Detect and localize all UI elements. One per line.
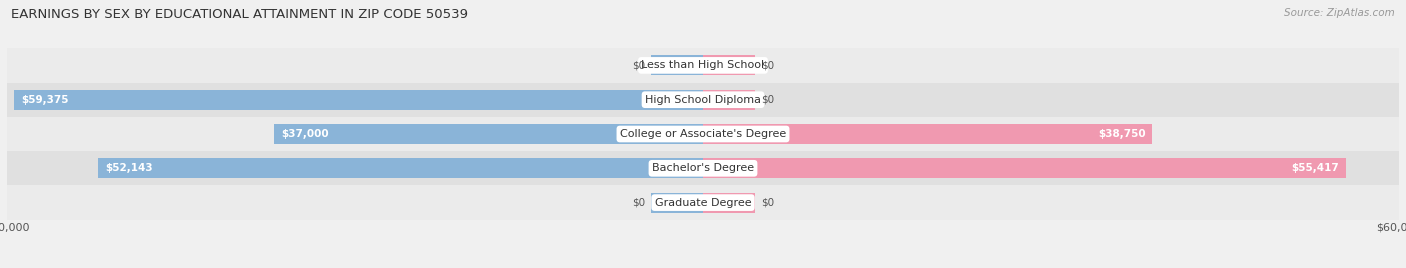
Text: $0: $0 <box>761 95 775 105</box>
Text: High School Diploma: High School Diploma <box>645 95 761 105</box>
Text: $0: $0 <box>761 60 775 70</box>
Text: $37,000: $37,000 <box>281 129 329 139</box>
Bar <box>7 48 1399 83</box>
Text: Bachelor's Degree: Bachelor's Degree <box>652 163 754 173</box>
Bar <box>7 185 1399 220</box>
Text: $55,417: $55,417 <box>1291 163 1339 173</box>
Text: $38,750: $38,750 <box>1098 129 1146 139</box>
Bar <box>7 117 1399 151</box>
Text: $0: $0 <box>631 60 645 70</box>
Bar <box>703 193 755 213</box>
Text: Less than High School: Less than High School <box>641 60 765 70</box>
Text: $59,375: $59,375 <box>21 95 69 105</box>
Bar <box>703 158 1346 178</box>
Text: $0: $0 <box>761 198 775 208</box>
Text: $0: $0 <box>631 198 645 208</box>
Text: Source: ZipAtlas.com: Source: ZipAtlas.com <box>1284 8 1395 18</box>
Bar <box>703 55 755 75</box>
Bar <box>274 124 703 144</box>
Bar <box>98 158 703 178</box>
Bar <box>7 151 1399 185</box>
Bar <box>651 55 703 75</box>
Bar <box>703 90 755 110</box>
Text: Graduate Degree: Graduate Degree <box>655 198 751 208</box>
Text: EARNINGS BY SEX BY EDUCATIONAL ATTAINMENT IN ZIP CODE 50539: EARNINGS BY SEX BY EDUCATIONAL ATTAINMEN… <box>11 8 468 21</box>
Bar <box>7 83 1399 117</box>
Bar <box>703 124 1153 144</box>
Text: $52,143: $52,143 <box>105 163 153 173</box>
Text: College or Associate's Degree: College or Associate's Degree <box>620 129 786 139</box>
Bar <box>651 193 703 213</box>
Bar <box>14 90 703 110</box>
